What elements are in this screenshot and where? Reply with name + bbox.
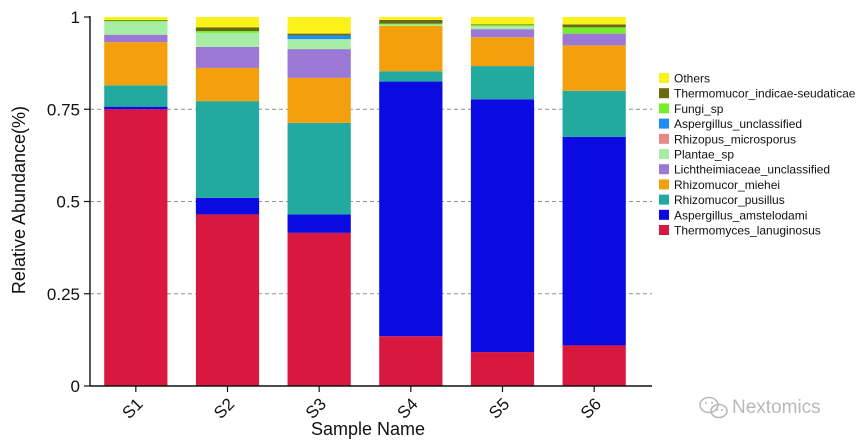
legend-label: Rhizomucor_miehei: [674, 178, 780, 192]
bar-segment: [562, 33, 626, 46]
legend-label: Rhizomucor_pusillus: [674, 193, 785, 207]
bar-segment: [379, 23, 443, 25]
bar-segment: [287, 77, 351, 123]
x-tick-label: S1: [119, 394, 147, 422]
bar-segment: [470, 24, 535, 26]
legend-label: Rhizopus_microsporus: [674, 132, 796, 146]
bar-segment: [195, 31, 260, 33]
y-axis-title: Relative Abundance(%): [9, 106, 29, 294]
legend-label: Aspergillus_amstelodami: [674, 208, 807, 222]
legend-swatch: [659, 209, 669, 220]
bar-segment: [287, 39, 351, 50]
bar-segment: [195, 27, 260, 32]
bar-segment: [104, 42, 168, 86]
legend-label: Others: [674, 72, 710, 86]
bar-segment: [562, 24, 626, 28]
bar-segment: [104, 20, 168, 22]
bar-segment: [195, 214, 260, 386]
x-tick-label: S2: [210, 394, 238, 422]
bar-segment: [379, 81, 443, 337]
legend-swatch: [659, 164, 669, 175]
bar-segment: [470, 29, 535, 38]
y-tick-label: 0.75: [47, 100, 80, 119]
bar-segment: [470, 66, 535, 100]
y-tick-label: 1: [71, 8, 80, 27]
y-tick-label: 0.5: [56, 193, 80, 212]
bar-segment: [379, 336, 443, 386]
legend-label: Aspergillus_unclassified: [674, 117, 802, 131]
bar-segment: [195, 67, 260, 102]
bar-segment: [562, 17, 626, 25]
bar-segment: [562, 136, 626, 346]
legend-swatch: [659, 118, 669, 129]
bar-segment: [287, 35, 351, 40]
legend-swatch: [659, 73, 669, 83]
bar-segment: [104, 106, 168, 110]
bar-segment: [379, 19, 443, 24]
bar-segment: [104, 34, 168, 43]
bar-segment: [470, 25, 535, 27]
legend-swatch: [659, 149, 669, 159]
bar-segment: [379, 24, 443, 26]
watermark-text: Nextomics: [732, 397, 821, 418]
y-tick-label: 0: [71, 377, 80, 396]
bar-segment: [104, 17, 168, 20]
bar-segment: [379, 17, 443, 20]
bar-segment: [104, 21, 168, 35]
bar-segment: [470, 26, 535, 30]
bar-segment: [562, 45, 626, 91]
bar-segment: [195, 32, 260, 47]
bar-segment: [104, 109, 168, 386]
bar-segment: [195, 46, 260, 68]
bar-segment: [470, 99, 535, 353]
legend-label: Lichtheimiaceae_unclassified: [674, 163, 830, 177]
watermark: Nextomics: [699, 396, 821, 419]
legend: OthersThermomucor_indicae-seudaticaeFung…: [659, 72, 856, 238]
x-axis-title: Sample Name: [311, 419, 425, 439]
y-tick-label: 0.25: [47, 285, 80, 304]
bar-segment: [287, 122, 351, 215]
x-tick-label: S5: [485, 394, 513, 422]
bar-segment: [562, 27, 626, 34]
legend-label: Fungi_sp: [674, 102, 724, 116]
bar-segment: [104, 85, 168, 107]
bar-segment: [379, 71, 443, 82]
bar-segment: [562, 90, 626, 137]
legend-label: Plantae_sp: [674, 148, 734, 162]
legend-swatch: [659, 88, 669, 99]
bar-segment: [470, 37, 535, 67]
legend-swatch: [659, 103, 669, 114]
bar-segment: [104, 19, 168, 21]
bars: [104, 17, 626, 386]
gridlines: [90, 108, 652, 295]
legend-swatch: [659, 225, 669, 235]
legend-label: Thermomyces_lanuginosus: [674, 224, 821, 238]
bar-segment: [195, 17, 260, 28]
bar-segment: [470, 352, 535, 386]
bar-segment: [287, 232, 351, 386]
bar-segment: [287, 17, 351, 34]
bar-segment: [379, 25, 443, 72]
legend-swatch: [659, 179, 669, 190]
legend-swatch: [659, 194, 669, 205]
bar-segment: [287, 214, 351, 233]
legend-swatch: [659, 133, 669, 144]
bar-segment: [287, 33, 351, 36]
bar-segment: [287, 49, 351, 78]
bar-segment: [562, 345, 626, 386]
bar-segment: [470, 17, 535, 25]
x-tick-label: S6: [577, 394, 605, 422]
legend-label: Thermomucor_indicae-seudaticae: [674, 87, 856, 101]
bar-segment: [195, 101, 260, 198]
wechat-icon: [699, 396, 728, 419]
bar-segment: [195, 197, 260, 215]
